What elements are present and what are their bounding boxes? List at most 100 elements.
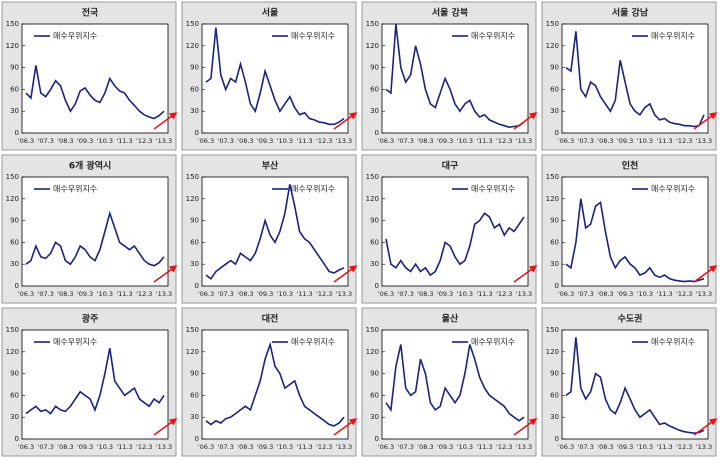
x-tick-label: '09.3 — [437, 137, 453, 145]
x-tick-label: '12.3 — [316, 290, 332, 298]
x-tick-label: '08.3 — [417, 290, 433, 298]
plot-area — [381, 329, 529, 440]
trend-arrow — [153, 112, 178, 130]
y-tick-label: 120 — [366, 348, 379, 356]
y-tick-label: 0 — [555, 282, 559, 290]
panel-title: 부산 — [262, 160, 279, 172]
trend-arrow — [153, 265, 178, 283]
y-tick-label: 30 — [190, 413, 199, 421]
x-tick-label: '10.3 — [637, 290, 653, 298]
x-tick-label: '13.3 — [696, 290, 712, 298]
x-tick-label: '13.3 — [696, 443, 712, 451]
trend-arrow — [693, 265, 718, 283]
y-tick-label: 120 — [6, 348, 19, 356]
x-tick-label: '06.3 — [558, 137, 574, 145]
x-tick-label: '09.3 — [257, 290, 273, 298]
x-tick-label: '11.3 — [476, 137, 492, 145]
x-tick-label: '11.3 — [116, 443, 132, 451]
x-tick-label: '06.3 — [198, 137, 214, 145]
x-tick-label: '08.3 — [597, 290, 613, 298]
series-line — [25, 348, 165, 415]
y-tick-label: 90 — [10, 217, 19, 225]
trend-arrow — [693, 112, 718, 130]
legend-label: 매수우위지수 — [53, 338, 97, 347]
plot-area — [201, 176, 349, 287]
y-tick-label: 0 — [555, 129, 559, 137]
y-tick-label: 0 — [375, 129, 379, 137]
x-tick-label: '06.3 — [378, 137, 394, 145]
x-tick-label: '09.3 — [77, 290, 93, 298]
panel: 부산 0 30 60 90 120 150 '06.3 '07.3'08.3 '09.3 '10.3… — [181, 154, 358, 304]
y-tick-label: 0 — [555, 435, 559, 443]
y-tick-label: 60 — [550, 391, 559, 399]
plot-area — [381, 23, 529, 134]
y-tick-label: 0 — [15, 129, 19, 137]
legend-label: 매수우위지수 — [651, 185, 695, 194]
y-tick-label: 120 — [186, 348, 199, 356]
x-tick-label: '07.3 — [398, 290, 414, 298]
y-tick-label: 90 — [550, 370, 559, 378]
series-line — [205, 341, 345, 427]
panel: 대구 0 30 60 90 120 150 '06.3 '07.3'08.3 '09.3 '10.3… — [361, 154, 538, 304]
y-tick-label: 150 — [186, 173, 199, 181]
trend-arrow — [513, 418, 538, 436]
x-tick-label: '06.3 — [18, 137, 34, 145]
x-tick-label: '09.3 — [77, 443, 93, 451]
x-tick-label: '11.3 — [476, 290, 492, 298]
series-line — [385, 344, 525, 422]
y-tick-label: 150 — [6, 20, 19, 28]
y-tick-label: 90 — [10, 370, 19, 378]
y-tick-label: 30 — [370, 260, 379, 268]
series-line — [25, 210, 165, 267]
x-tick-label: '08.3 — [57, 443, 73, 451]
x-tick-label: '13.3 — [336, 290, 352, 298]
legend-label: 매수우위지수 — [53, 32, 97, 41]
y-tick-label: 0 — [15, 282, 19, 290]
x-tick-label: '07.3 — [578, 290, 594, 298]
y-tick-label: 90 — [190, 64, 199, 72]
panel-title: 인천 — [622, 161, 639, 172]
y-tick-label: 0 — [195, 129, 199, 137]
x-tick-label: '12.3 — [136, 137, 152, 145]
legend-label: 매수우위지수 — [291, 185, 335, 194]
x-tick-label: '12.3 — [136, 290, 152, 298]
y-tick-label: 120 — [186, 42, 199, 50]
x-tick-label: '10.3 — [97, 443, 113, 451]
y-tick-label: 150 — [366, 20, 379, 28]
panel-title: 대전 — [262, 313, 279, 325]
x-tick-label: '10.3 — [97, 137, 113, 145]
series-line — [385, 212, 525, 277]
x-tick-label: '13.3 — [336, 443, 352, 451]
panel-title: 대구 — [442, 160, 459, 172]
trend-arrow — [513, 112, 538, 130]
plot-area — [201, 23, 349, 134]
y-tick-label: 0 — [375, 282, 379, 290]
x-tick-label: '08.3 — [597, 137, 613, 145]
x-tick-label: '10.3 — [457, 443, 473, 451]
y-tick-label: 120 — [546, 42, 559, 50]
y-tick-label: 60 — [370, 391, 379, 399]
x-tick-label: '08.3 — [57, 290, 73, 298]
x-tick-label: '12.3 — [136, 443, 152, 451]
y-tick-label: 120 — [6, 195, 19, 203]
x-tick-label: '09.3 — [617, 443, 633, 451]
y-tick-label: 120 — [546, 348, 559, 356]
series-line — [565, 31, 705, 128]
plot-area — [561, 329, 709, 440]
x-tick-label: '08.3 — [417, 137, 433, 145]
x-tick-label: '08.3 — [237, 137, 253, 145]
series-line — [565, 337, 705, 435]
x-tick-label: '07.3 — [38, 290, 54, 298]
legend-label: 매수우위지수 — [651, 338, 695, 347]
plot-area — [21, 176, 169, 287]
x-tick-label: '09.3 — [437, 443, 453, 451]
x-tick-label: '06.3 — [378, 290, 394, 298]
x-tick-label: '07.3 — [578, 137, 594, 145]
y-tick-label: 150 — [6, 326, 19, 334]
x-tick-label: '11.3 — [296, 290, 312, 298]
y-tick-label: 90 — [370, 64, 379, 72]
panel: 6개 광역시 0 30 60 90 120 150 '06.3 '07.3'08.3 '09.3 '… — [1, 154, 178, 304]
y-tick-label: 30 — [550, 107, 559, 115]
x-tick-label: '13.3 — [696, 137, 712, 145]
y-tick-label: 150 — [546, 326, 559, 334]
